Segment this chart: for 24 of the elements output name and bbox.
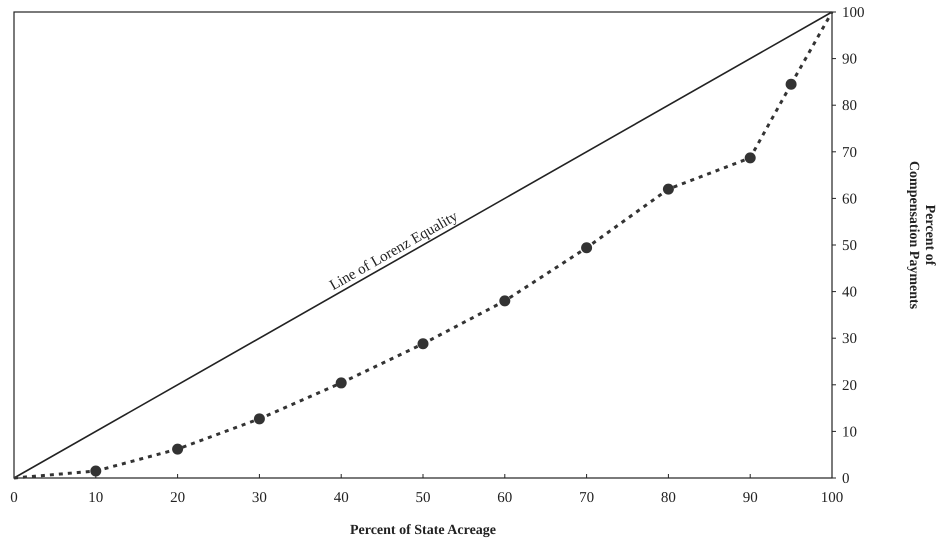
x-tick-label: 100 <box>820 490 844 506</box>
x-tick-label: 0 <box>10 490 18 506</box>
y-tick-label: 60 <box>842 191 857 208</box>
y-tick-label: 100 <box>842 5 864 21</box>
y-tick-label: 10 <box>842 424 857 440</box>
y-tick-label: 70 <box>842 144 857 161</box>
x-tick-label: 10 <box>88 490 104 506</box>
x-tick-label: 70 <box>579 490 594 506</box>
x-axis-title: Percent of State Acreage <box>350 523 496 538</box>
y-tick-label: 0 <box>842 471 850 487</box>
y-tick-label: 30 <box>842 331 857 348</box>
y-tick-label: 90 <box>842 52 857 68</box>
x-tick-label: 90 <box>742 490 758 506</box>
y-tick-label: 80 <box>842 98 857 114</box>
x-tick-label: 50 <box>416 490 430 506</box>
y-tick-label: 50 <box>842 238 857 254</box>
y-tick-label: 20 <box>842 378 857 394</box>
y-axis-title: Percent of Compensation Payments <box>906 160 937 310</box>
x-tick-label: 60 <box>497 490 512 506</box>
x-tick-label: 40 <box>334 490 349 506</box>
x-tick-label: 20 <box>170 490 186 506</box>
x-tick-label: 30 <box>252 490 267 506</box>
y-tick-label: 40 <box>842 284 857 301</box>
x-tick-label: 80 <box>660 490 676 506</box>
